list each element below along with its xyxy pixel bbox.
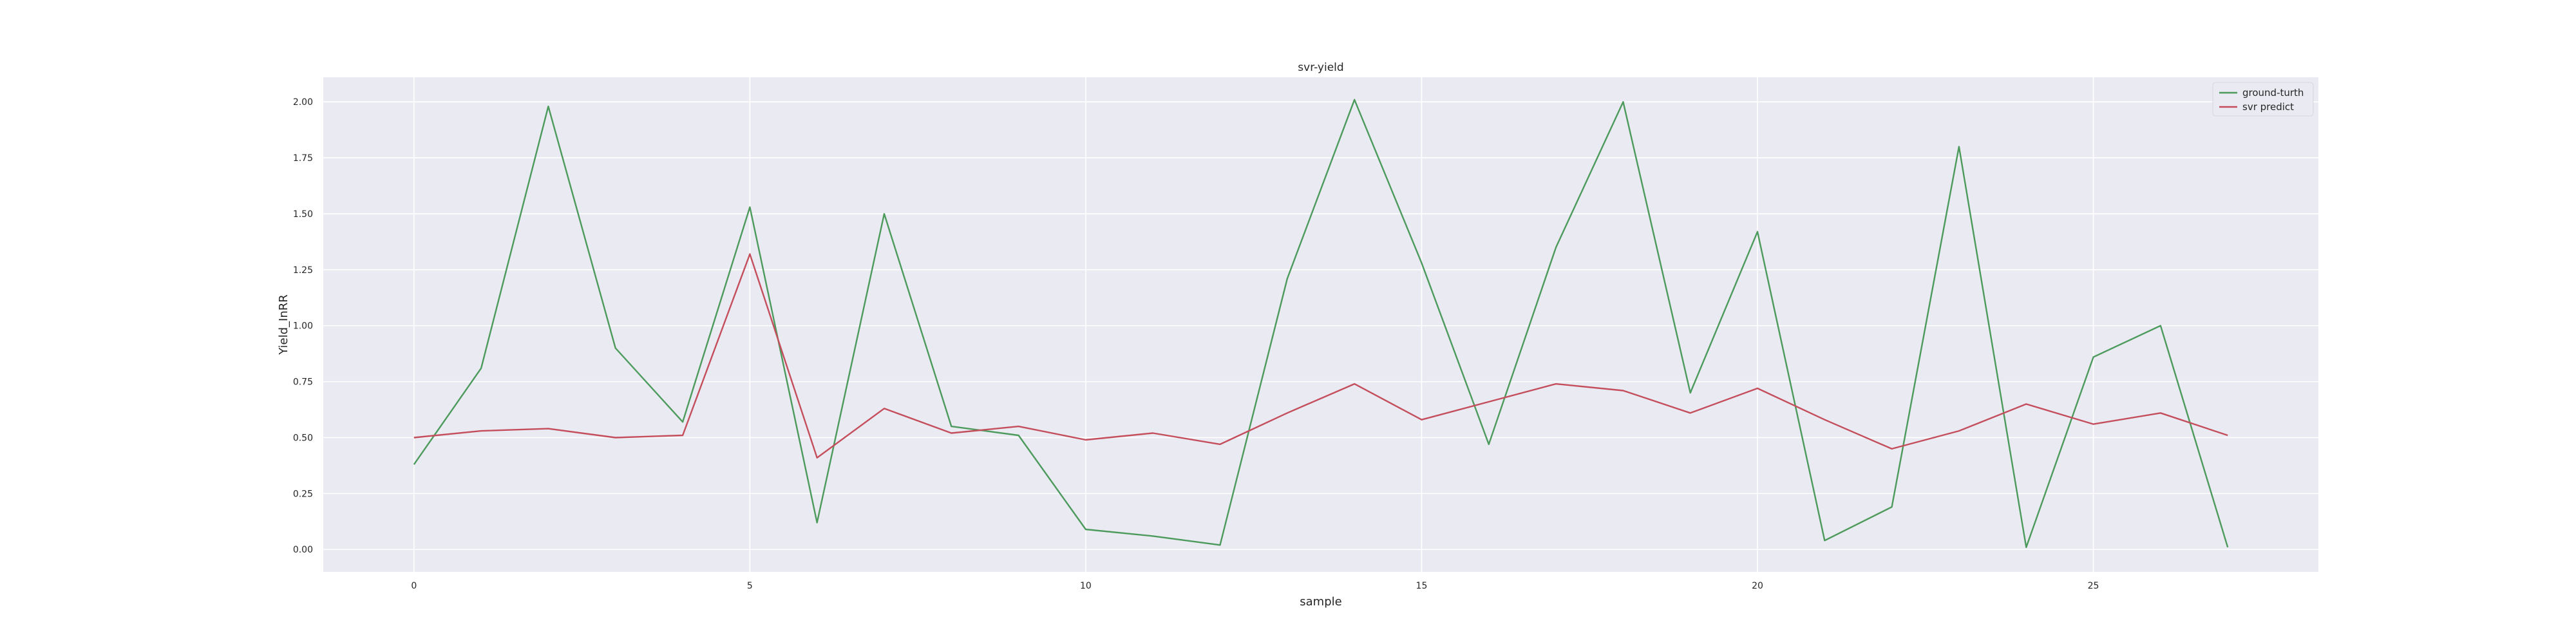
- y-tick-label: 1.00: [293, 321, 313, 332]
- legend-entry: ground-turth: [2242, 87, 2304, 99]
- y-tick-label: 0.75: [293, 377, 313, 388]
- x-tick-label: 10: [1080, 581, 1092, 591]
- legend-entry: svr predict: [2242, 101, 2294, 113]
- x-tick-label: 0: [411, 581, 417, 591]
- x-tick-label: 25: [2088, 581, 2099, 591]
- series-line-ground-turth: [413, 99, 2229, 548]
- y-tick-label: 0.25: [293, 489, 313, 499]
- legend: ground-turth svr predict: [2212, 82, 2314, 117]
- x-tick-label: 20: [1752, 581, 1763, 591]
- y-tick-label: 1.50: [293, 209, 313, 220]
- plot-area: [323, 77, 2318, 572]
- x-tick-label: 5: [747, 581, 753, 591]
- tick-labels: 0 5 10 15 20 25 0.00 0.25 0.50 0.75 1.00 1.25 1.50 1.…: [293, 97, 2099, 591]
- series-line-svr-predict: [413, 253, 2228, 459]
- y-tick-label: 2.00: [293, 97, 313, 108]
- y-tick-label: 0.50: [293, 433, 313, 443]
- y-tick-label: 0.00: [293, 545, 313, 555]
- y-tick-label: 1.75: [293, 153, 313, 164]
- chart-title: svr-yield: [1298, 61, 1343, 74]
- x-axis-label: sample: [1300, 595, 1341, 609]
- series-lines: [413, 99, 2229, 548]
- grid: [323, 77, 2318, 572]
- x-tick-label: 15: [1416, 581, 1428, 591]
- y-tick-label: 1.25: [293, 265, 313, 276]
- legend-box: [2212, 82, 2314, 117]
- y-axis-label: Yield_InRR: [277, 294, 290, 355]
